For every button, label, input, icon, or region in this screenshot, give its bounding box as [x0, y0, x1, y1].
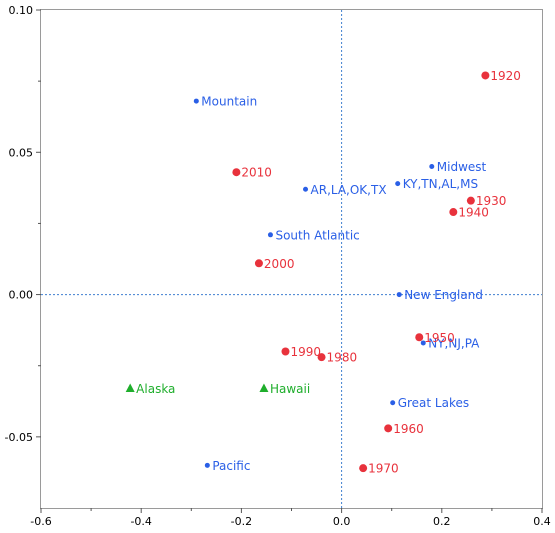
data-point: Midwest	[429, 160, 487, 174]
point-marker	[317, 353, 326, 362]
y-tick-label: 0.00	[9, 289, 34, 302]
data-point: AR,LA,OK,TX	[303, 183, 387, 197]
point-marker	[429, 164, 435, 170]
data-point: 1960	[384, 422, 424, 436]
point-marker	[481, 71, 490, 80]
data-point: South Atlantic	[267, 228, 360, 242]
point-marker	[259, 383, 269, 392]
point-marker	[415, 333, 424, 342]
point-label: KY,TN,AL,MS	[403, 177, 478, 191]
point-label: 1950	[424, 331, 455, 345]
point-label: NY,NJ,PA	[428, 336, 480, 350]
data-point: Pacific	[204, 459, 250, 473]
data-point: New England	[396, 288, 483, 302]
point-label: 1980	[327, 351, 358, 365]
point-marker	[254, 259, 263, 268]
point-marker	[390, 400, 396, 406]
point-label: 1920	[490, 69, 521, 83]
point-label: Great Lakes	[398, 396, 469, 410]
data-point: 1940	[449, 206, 489, 220]
point-marker	[232, 168, 241, 177]
point-label: Alaska	[136, 382, 175, 396]
point-marker	[193, 98, 199, 104]
data-point: 2010	[232, 166, 272, 180]
data-point: 1930	[466, 194, 507, 208]
y-tick-label: -0.05	[5, 431, 33, 444]
y-tick-label: 0.10	[9, 4, 34, 17]
point-label: 2010	[241, 166, 272, 180]
point-label: Mountain	[201, 95, 257, 109]
point-label: 1960	[393, 422, 424, 436]
axis-ticks: -0.6 -0.4 -0.2 0.0 0.2 0.4 0.10 0.05 0.00 -0.05	[5, 4, 551, 528]
x-tick-label: 0.2	[433, 515, 451, 528]
point-marker	[466, 196, 475, 205]
data-point: Mountain	[193, 95, 257, 109]
data-point: NY,NJ,PA	[420, 336, 480, 350]
data-point: Hawaii	[259, 382, 310, 396]
data-point: 2000	[254, 257, 295, 271]
x-tick-label: -0.4	[130, 515, 151, 528]
point-marker	[396, 292, 402, 298]
point-marker	[204, 462, 210, 468]
point-label: Hawaii	[270, 382, 310, 396]
x-tick-label: -0.6	[30, 515, 51, 528]
point-marker	[359, 464, 368, 473]
point-marker	[281, 347, 290, 356]
point-label: 2000	[264, 257, 295, 271]
y-tick-label: 0.05	[9, 146, 34, 159]
point-label: 1940	[458, 206, 489, 220]
data-point: 1920	[481, 69, 521, 83]
point-label: AR,LA,OK,TX	[311, 183, 387, 197]
data-point: 1990	[281, 345, 321, 359]
data-point: Alaska	[125, 382, 175, 396]
point-marker	[395, 181, 401, 187]
point-marker	[303, 186, 309, 192]
point-label: 1970	[368, 462, 399, 476]
plot-frame	[40, 9, 543, 509]
point-label: 1930	[476, 194, 507, 208]
reference-lines	[41, 10, 542, 508]
x-tick-label: 0.0	[333, 515, 351, 528]
data-point: 1980	[317, 351, 358, 365]
point-marker	[420, 340, 426, 346]
x-tick-label: 0.4	[533, 515, 551, 528]
data-point: Great Lakes	[390, 396, 469, 410]
point-label: Midwest	[437, 160, 487, 174]
point-label: New England	[404, 288, 483, 302]
data-point: 1950	[415, 331, 455, 345]
point-marker	[384, 424, 393, 433]
point-label: Pacific	[212, 459, 250, 473]
data-point: KY,TN,AL,MS	[395, 177, 478, 191]
point-label: South Atlantic	[275, 228, 359, 242]
data-points: Mountain Midwest KY,TN,AL,MS AR,LA,OK,TX Sou…	[125, 69, 521, 476]
point-marker	[449, 208, 458, 217]
point-marker	[267, 232, 273, 238]
data-point: 1970	[359, 462, 399, 476]
point-marker	[125, 383, 135, 392]
point-label: 1990	[290, 345, 321, 359]
x-tick-label: -0.2	[231, 515, 252, 528]
